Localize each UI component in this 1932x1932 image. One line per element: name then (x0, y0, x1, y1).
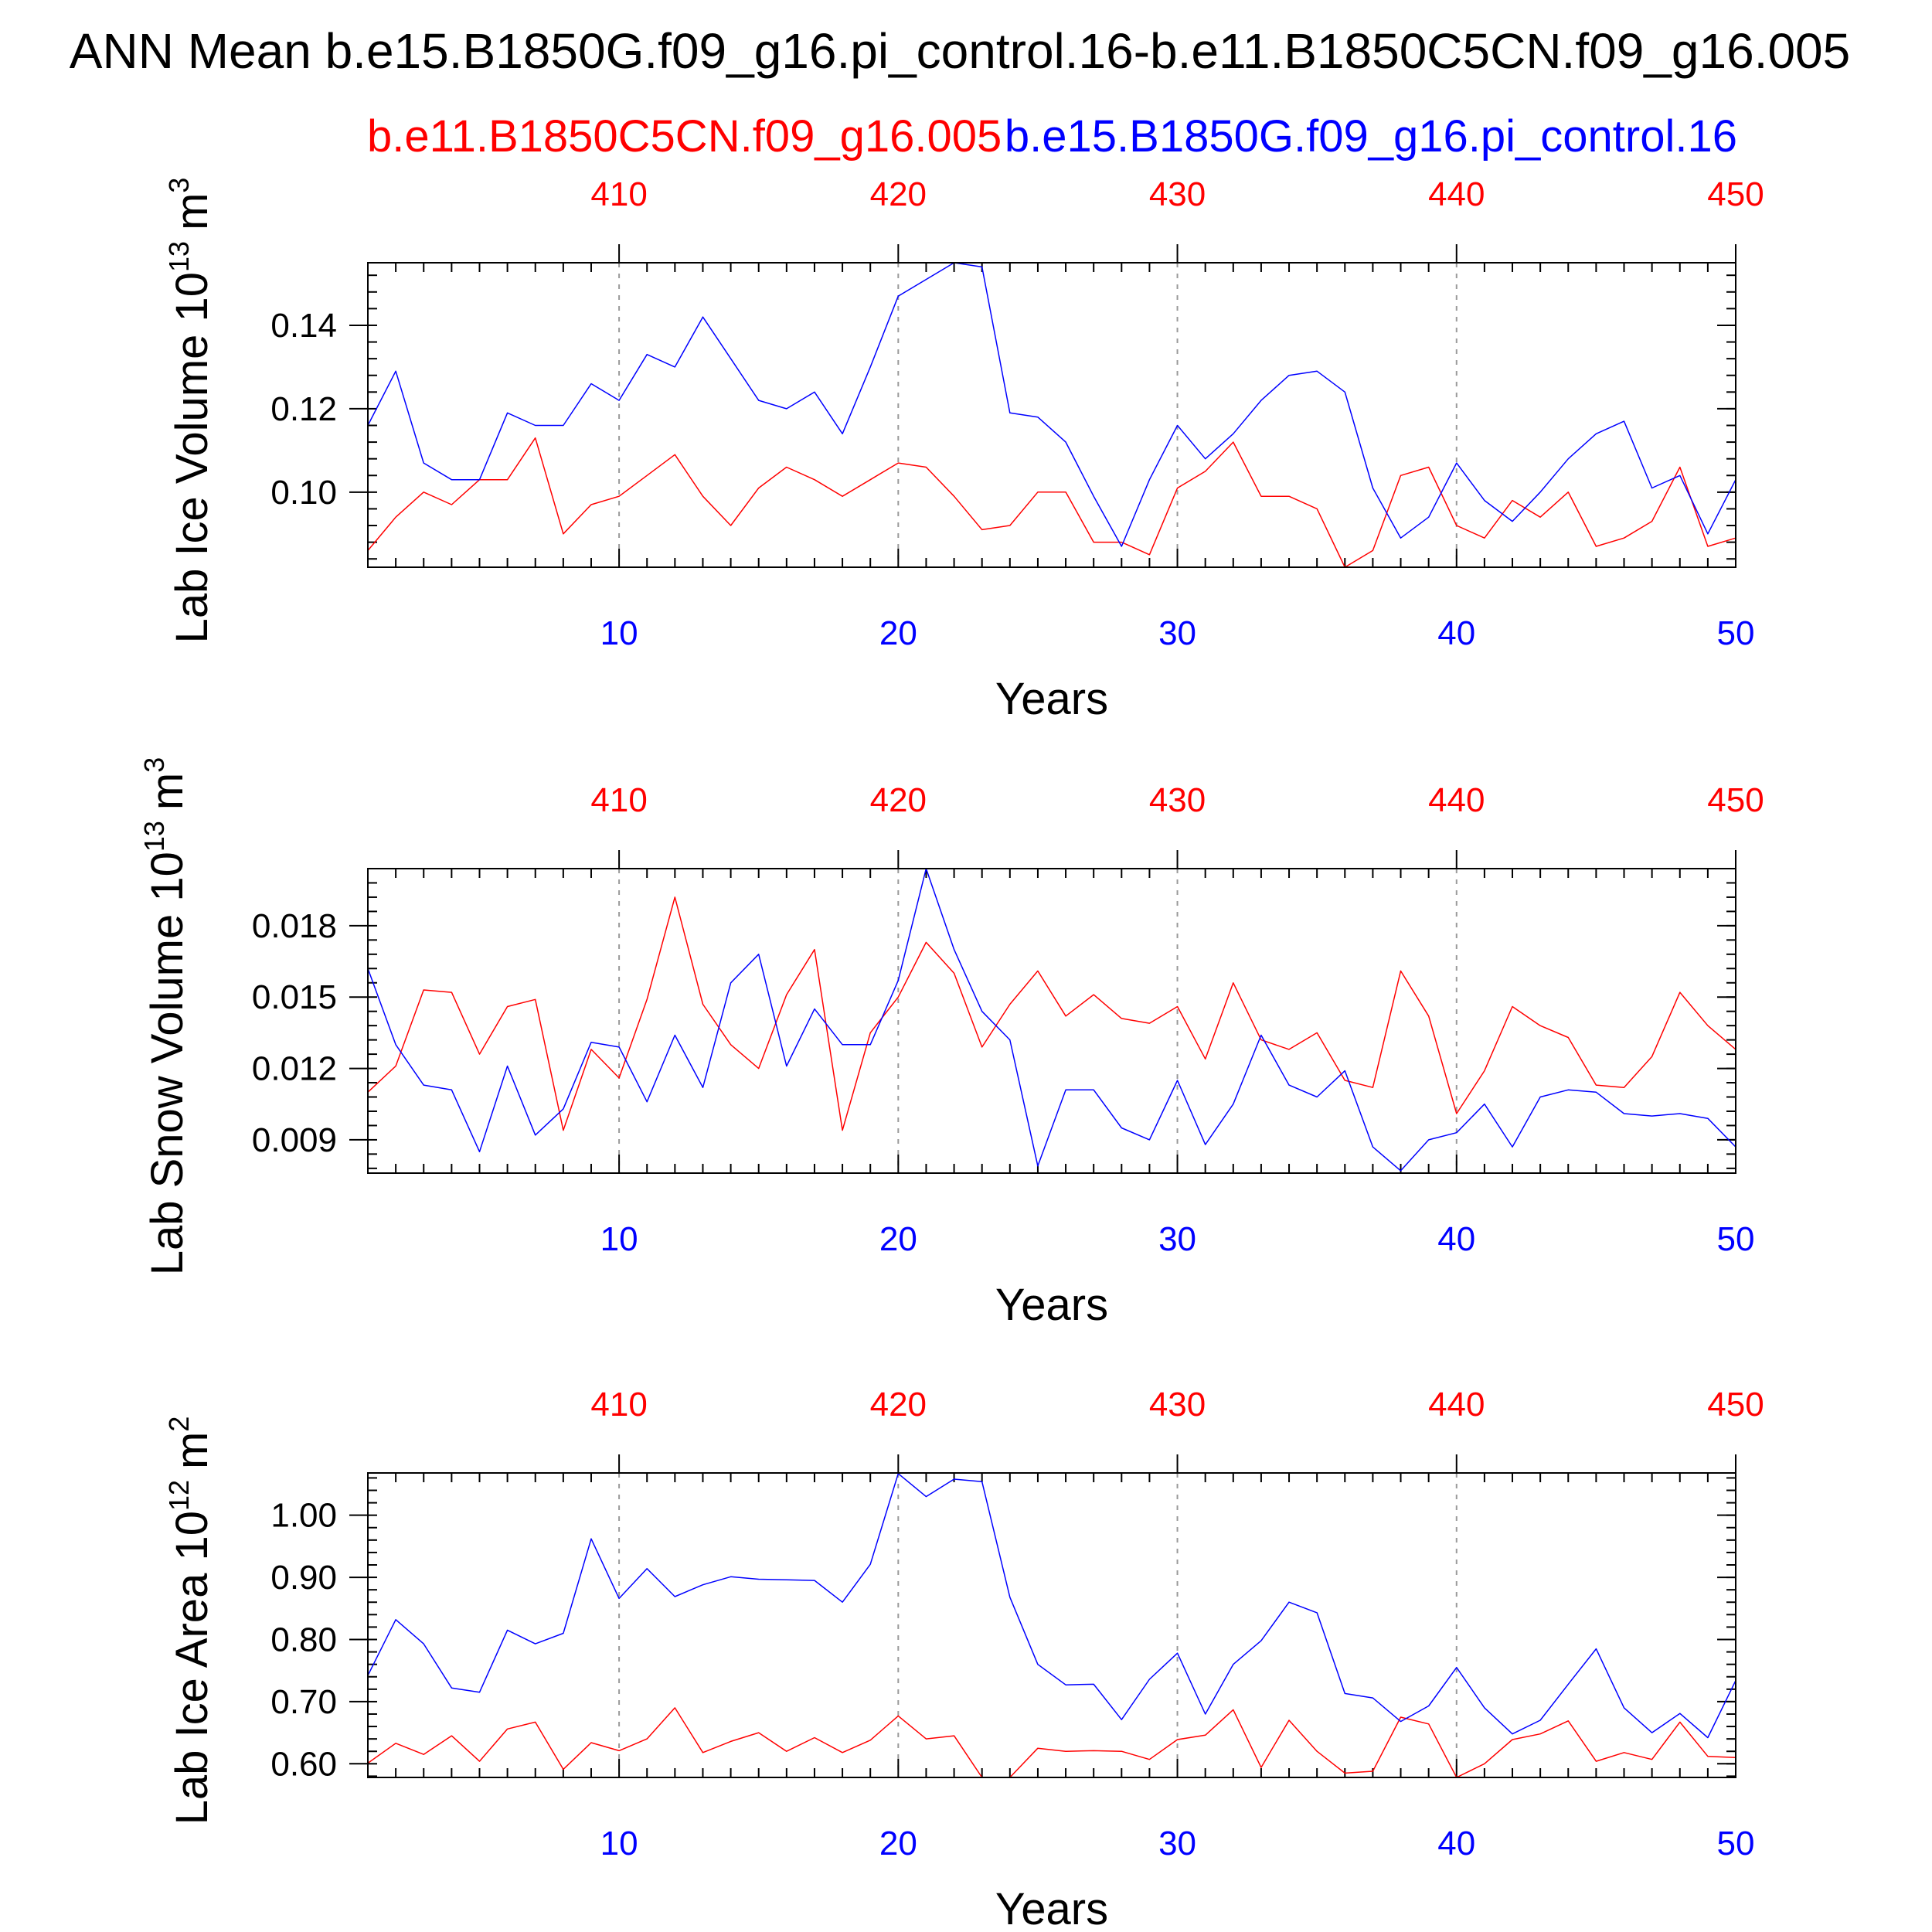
x-tick-label-top: 420 (870, 781, 927, 819)
x-tick-label-top: 440 (1428, 781, 1485, 819)
x-tick-label-bottom: 50 (1717, 614, 1755, 652)
y-axis-label-unit: m (167, 193, 217, 230)
series-line-blue (367, 868, 1736, 1172)
y-axis-label-main: Lab Snow Volume 10 (142, 852, 192, 1275)
panel-lab-snow-volume: 10 410 20 420 30 430 40 440 50 450 0.009 0.012 0.015… (138, 757, 1764, 1330)
panel-lab-ice-volume: 10 410 20 420 30 430 40 440 50 450 0.10 0.12 0.14 Yea… (163, 175, 1764, 724)
plot-frame (367, 868, 1736, 1174)
y-tick-label: 1.00 (270, 1497, 337, 1535)
y-axis-label-exponent: 13 (163, 241, 195, 272)
legend-label-red: b.e11.B1850C5CN.f09_g16.005 (367, 111, 1002, 162)
y-tick-label: 0.14 (270, 307, 337, 345)
y-axis-label-unit-exponent: 3 (163, 178, 195, 193)
y-tick-label: 0.90 (270, 1559, 337, 1597)
legend-label-blue: b.e15.B1850G.f09_g16.pi_control.16 (1005, 111, 1737, 162)
x-tick-label-bottom: 20 (879, 1825, 917, 1862)
x-tick-label-top: 450 (1707, 1386, 1764, 1423)
x-axis-label: Years (995, 674, 1108, 724)
x-tick-label-top: 420 (870, 1386, 927, 1423)
x-tick-label-bottom: 50 (1717, 1825, 1755, 1862)
x-axis-label: Years (995, 1884, 1108, 1932)
figure-title: ANN Mean b.e15.B1850G.f09_g16.pi_control… (70, 23, 1850, 79)
plot-frame (367, 1472, 1736, 1778)
x-tick-label-bottom: 40 (1437, 1825, 1475, 1862)
y-tick-label: 0.12 (270, 390, 337, 428)
x-tick-label-bottom: 20 (879, 614, 917, 652)
x-tick-label-top: 430 (1149, 1386, 1206, 1423)
y-axis-label-unit: m (142, 773, 192, 810)
y-axis-label: Lab Snow Volume 1013 m3 (138, 757, 192, 1276)
y-axis-label-unit-exponent: 3 (138, 757, 170, 773)
plot-frame (367, 262, 1736, 568)
series-line-red (367, 437, 1736, 568)
x-tick-label-bottom: 10 (600, 1825, 638, 1862)
y-tick-label: 0.015 (252, 978, 337, 1016)
y-axis-label: Lab Ice Volume 1013 m3 (163, 178, 217, 644)
x-tick-label-bottom: 30 (1158, 1825, 1196, 1862)
y-axis-label-exponent: 13 (138, 821, 170, 852)
x-tick-label-top: 410 (590, 175, 647, 213)
x-tick-label-bottom: 40 (1437, 1220, 1475, 1258)
y-axis-label-main: Lab Ice Volume 10 (167, 272, 217, 643)
y-tick-label: 0.10 (270, 474, 337, 512)
y-tick-label: 0.009 (252, 1121, 337, 1159)
y-axis-label-main: Lab Ice Area 10 (167, 1511, 217, 1825)
x-axis-label: Years (995, 1280, 1108, 1330)
panel-lab-ice-area: 10 410 20 420 30 430 40 440 50 450 0.60 0.70 0.80 0.9… (163, 1386, 1764, 1932)
x-tick-label-top: 450 (1707, 175, 1764, 213)
x-tick-label-top: 410 (590, 781, 647, 819)
x-tick-label-bottom: 40 (1437, 614, 1475, 652)
series-line-red (367, 1707, 1736, 1778)
x-tick-label-bottom: 50 (1717, 1220, 1755, 1258)
y-tick-label: 0.018 (252, 907, 337, 945)
x-tick-label-bottom: 30 (1158, 614, 1196, 652)
x-tick-label-top: 440 (1428, 175, 1485, 213)
x-tick-label-top: 430 (1149, 781, 1206, 819)
y-tick-label: 0.012 (252, 1050, 337, 1088)
y-axis-label: Lab Ice Area 1012 m2 (163, 1417, 217, 1825)
x-tick-label-top: 420 (870, 175, 927, 213)
y-axis-label-unit: m (167, 1432, 217, 1469)
y-axis-label-exponent: 12 (163, 1480, 195, 1511)
x-tick-label-bottom: 10 (600, 1220, 638, 1258)
x-tick-label-top: 450 (1707, 781, 1764, 819)
series-line-blue (367, 1473, 1736, 1739)
x-tick-label-bottom: 30 (1158, 1220, 1196, 1258)
x-tick-label-top: 440 (1428, 1386, 1485, 1423)
y-tick-label: 0.60 (270, 1745, 337, 1783)
y-tick-label: 0.80 (270, 1621, 337, 1658)
x-tick-label-bottom: 20 (879, 1220, 917, 1258)
x-tick-label-top: 410 (590, 1386, 647, 1423)
x-tick-label-bottom: 10 (600, 614, 638, 652)
y-tick-label: 0.70 (270, 1683, 337, 1721)
series-line-blue (367, 262, 1736, 547)
x-tick-label-top: 430 (1149, 175, 1206, 213)
series-line-red (367, 896, 1736, 1131)
y-axis-label-unit-exponent: 2 (163, 1417, 195, 1432)
